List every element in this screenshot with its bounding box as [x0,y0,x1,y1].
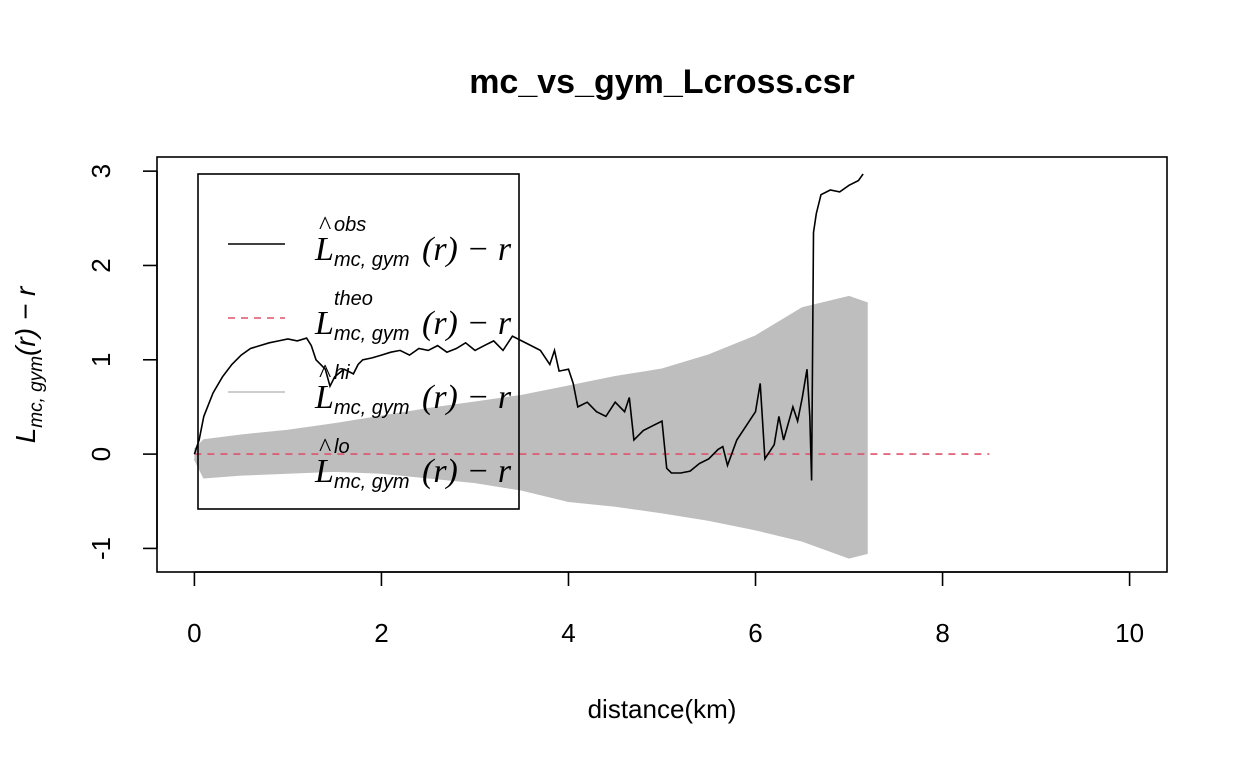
x-tick-label: 4 [561,618,575,648]
y-tick-label: 3 [86,164,116,178]
legend-entry-lo: L^ lo mc, gym (r) − r [314,433,512,493]
legend-sub-hi: mc, gym [334,397,410,419]
x-tick-label: 8 [935,618,949,648]
legend-sub-lo: mc, gym [334,471,410,493]
legend-entry-hi: L^ hi mc, gym (r) − r [314,359,512,419]
legend-symbol-theo: L [314,305,334,342]
y-tick-label: 2 [86,258,116,272]
legend-sub-obs: mc, gym [334,249,410,271]
series-obs-line [193,173,864,481]
y-tick-label: 0 [86,447,116,461]
y-tick-label: 1 [86,353,116,367]
y-tick-label: -1 [86,537,116,560]
x-axis: 0 2 4 6 8 10 [187,571,1144,648]
y-axis-label: Lmc, gym(r) − r [10,285,47,443]
y-axis: -1 0 1 2 3 [86,164,158,560]
legend-sub-theo: mc, gym [334,323,410,345]
legend-tail-lo: (r) − r [422,453,512,490]
legend-hat-lo: ^ [319,433,331,462]
legend-box [197,173,520,510]
x-tick-label: 0 [187,618,201,648]
x-tick-label: 2 [374,618,388,648]
legend-tail-theo: (r) − r [422,305,512,342]
x-tick-label: 10 [1115,618,1144,648]
legend-entry-obs: L^ obs mc, gym (r) − r [314,211,512,271]
x-axis-label: distance(km) [588,694,737,724]
plot-area [193,173,990,559]
legend-sup-theo: theo [334,288,373,310]
legend-sup-obs: obs [334,214,366,236]
legend-sup-hi: hi [334,362,350,384]
legend-hat-obs: ^ [319,211,331,240]
legend-symbol-hi: L [314,379,334,416]
legend-hat-hi: ^ [319,359,331,388]
x-tick-label: 6 [748,618,762,648]
legend-tail-obs: (r) − r [422,231,512,268]
svg-text:Lmc, gym(r) − r: Lmc, gym(r) − r [10,285,47,443]
legend-symbol-lo: L [314,453,334,490]
y-axis-label-sub: mc, gym [26,356,47,428]
series-hi-line [193,295,868,450]
y-axis-label-tail: (r) − r [10,285,41,356]
chart-title: mc_vs_gym_Lcross.csr [469,63,855,101]
legend-symbol-obs: L [314,231,334,268]
series-lo-line [193,458,868,559]
envelope-band [194,296,868,558]
legend-sup-lo: lo [334,436,350,458]
y-axis-label-main: L [10,428,41,444]
legend-tail-hi: (r) − r [422,379,512,416]
